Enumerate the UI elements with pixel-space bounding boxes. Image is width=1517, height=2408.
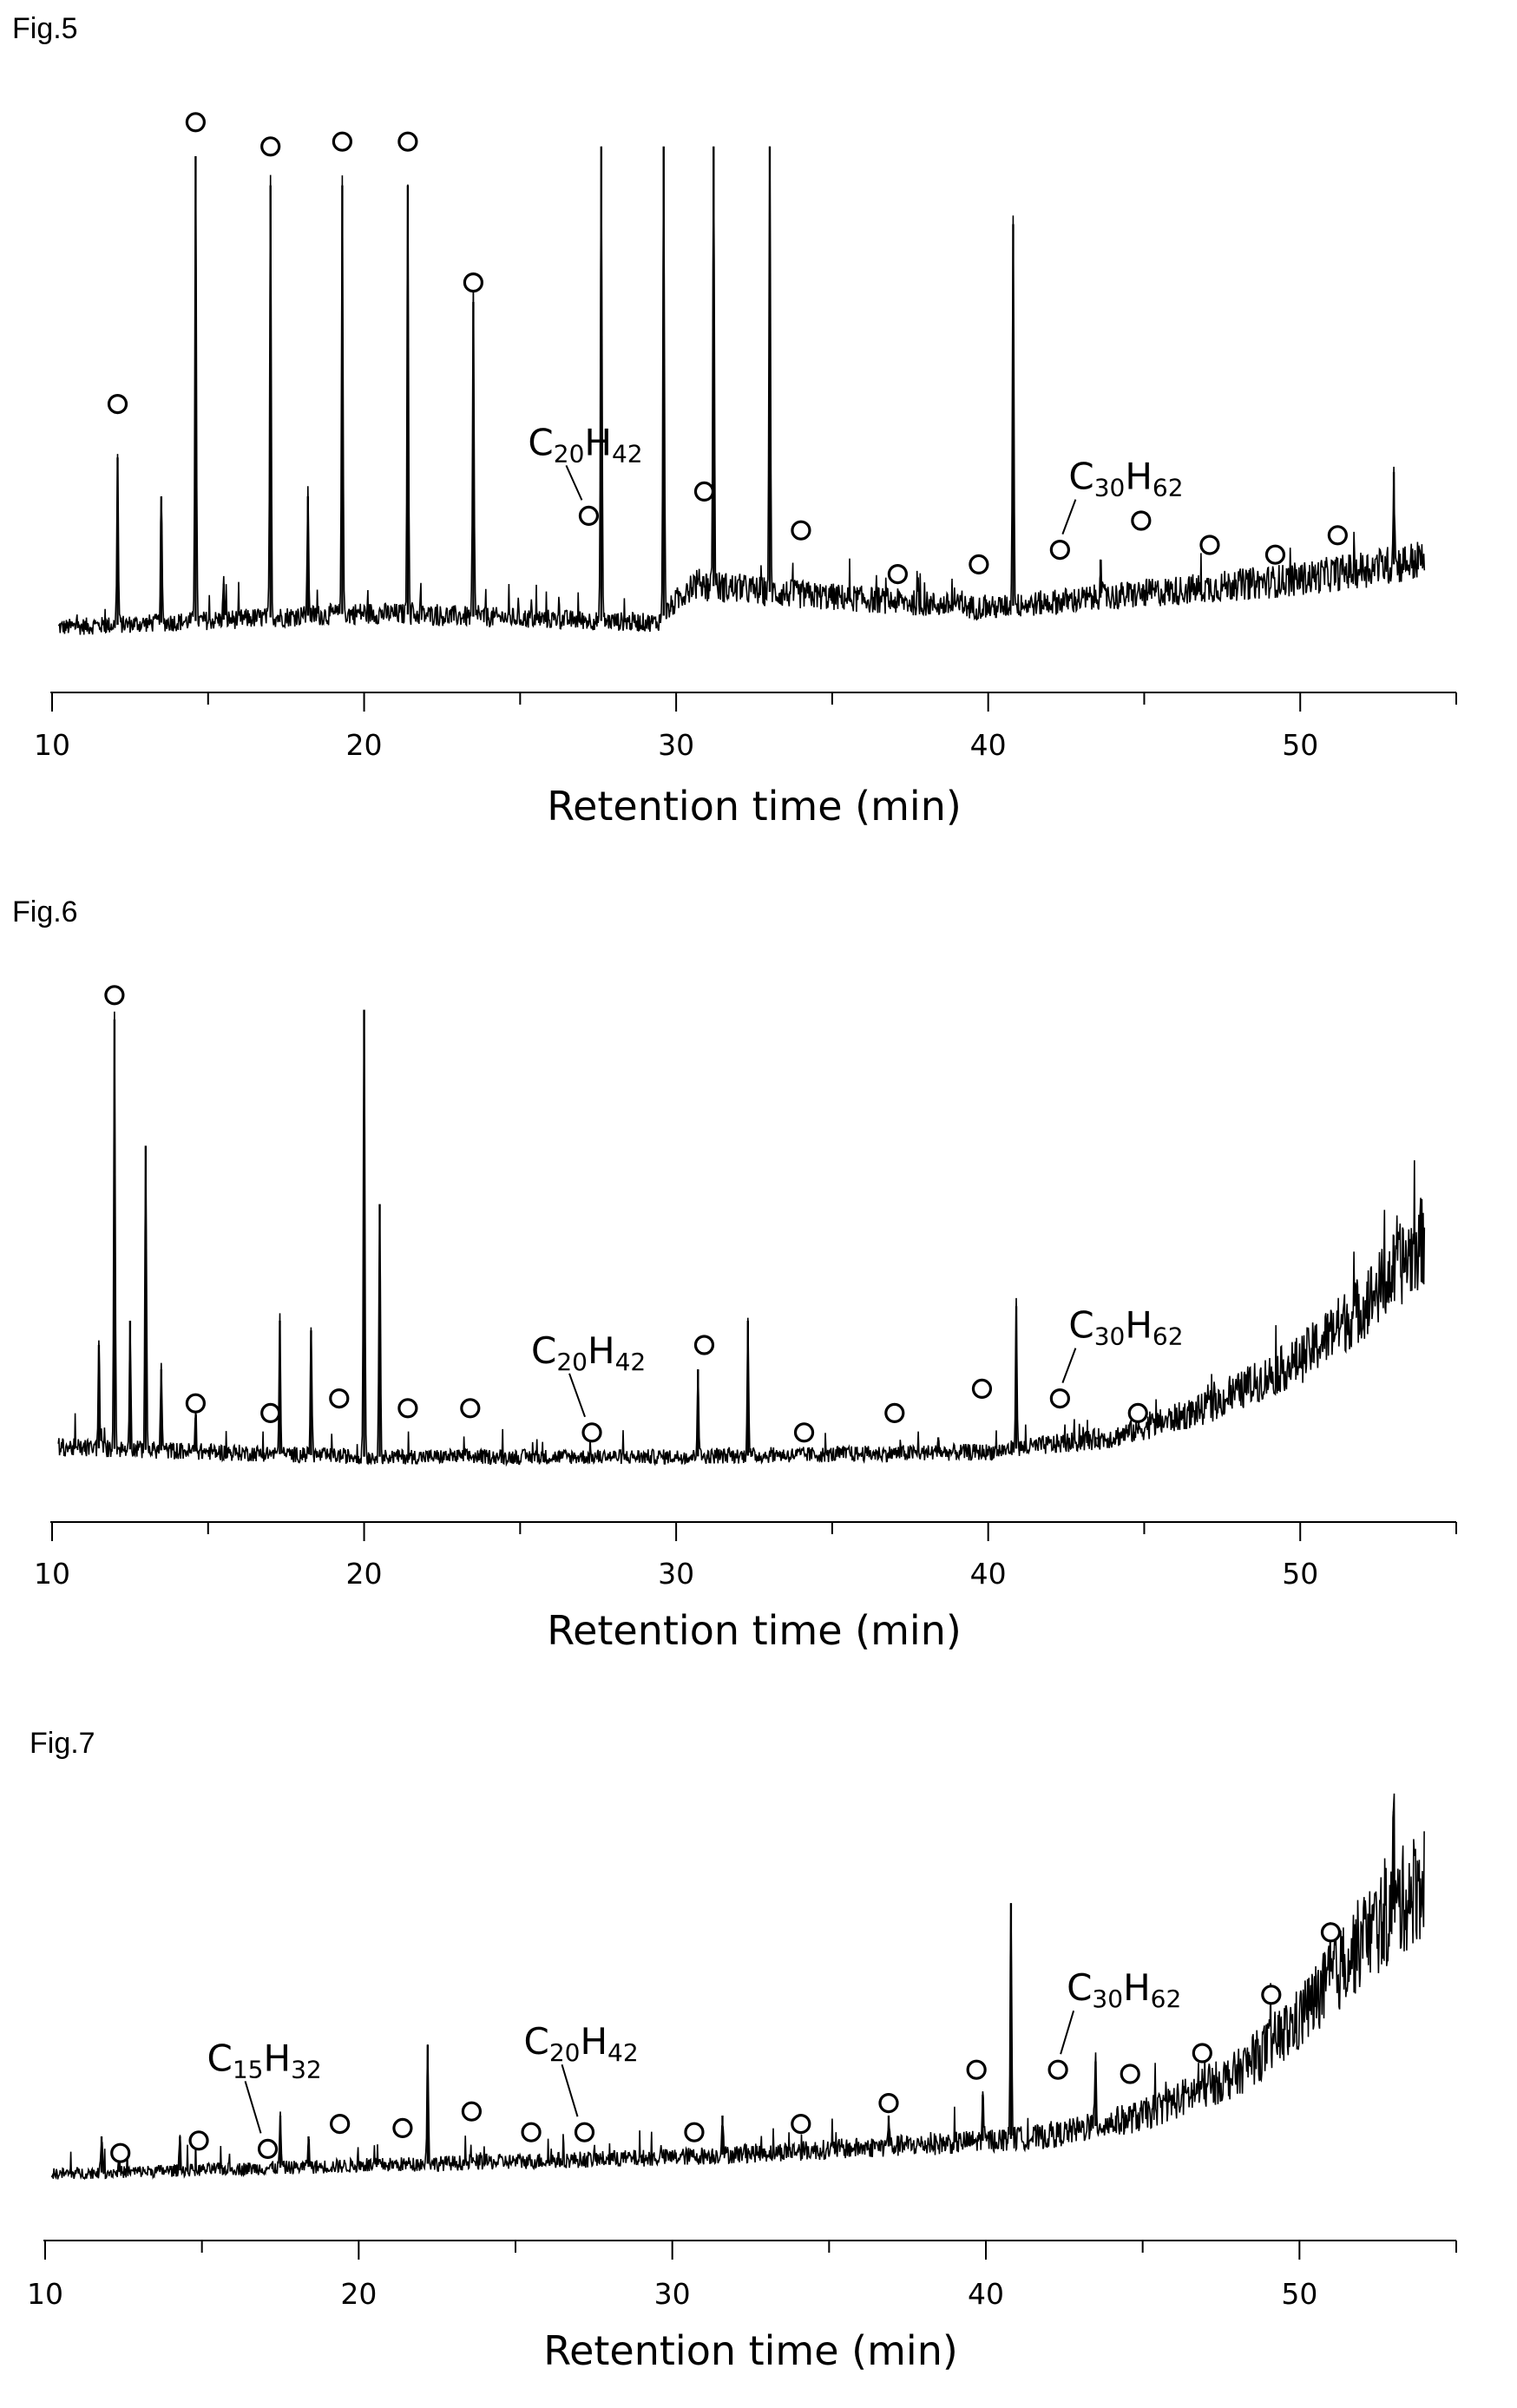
label-leader-line — [561, 2064, 579, 2117]
alkane-marker — [693, 1335, 715, 1355]
x-tick-label: 20 — [346, 1557, 383, 1591]
compound-label: C30H62 — [1067, 1966, 1181, 2013]
x-axis-title: Retention time (min) — [547, 1607, 962, 1654]
alkane-marker — [397, 131, 418, 152]
x-tick-label: 50 — [1281, 2277, 1317, 2311]
compound-label: C20H42 — [523, 2020, 638, 2067]
figure-label: Fig.7 — [30, 1727, 95, 1760]
alkane-marker — [460, 1398, 481, 1419]
alkane-marker — [260, 1402, 281, 1424]
x-tick-label: 30 — [658, 728, 694, 762]
alkane-marker — [257, 2138, 279, 2159]
alkane-marker — [110, 2142, 131, 2163]
alkane-marker — [392, 2117, 413, 2138]
alkane-marker — [104, 985, 125, 1006]
chromatogram-trace — [57, 1011, 1426, 1467]
alkane-marker — [969, 554, 989, 575]
x-tick-label: 40 — [968, 2277, 1004, 2311]
compound-label: C20H42 — [531, 1329, 646, 1376]
alkane-marker — [793, 1422, 815, 1443]
alkane-marker — [684, 2122, 705, 2142]
x-axis-title: Retention time (min) — [547, 783, 962, 830]
figure-label: Fig.5 — [12, 12, 78, 45]
alkane-marker — [878, 2093, 899, 2114]
alkane-marker — [1320, 1922, 1342, 1943]
alkane-marker — [884, 1402, 905, 1424]
label-leader-line — [1061, 1348, 1077, 1383]
alkane-marker — [107, 394, 128, 415]
alkane-marker — [971, 1378, 993, 1400]
x-axis-title: Retention time (min) — [543, 2327, 958, 2374]
alkane-marker — [791, 2114, 811, 2135]
alkane-marker — [188, 2130, 209, 2151]
alkane-marker — [578, 505, 600, 527]
chromatogram-fig7: 10 20 30 40 50 Retention time (min) C15H32 C20H… — [27, 1793, 1457, 2374]
alkane-marker — [329, 1388, 350, 1409]
alkane-marker — [574, 2122, 595, 2142]
alkane-marker — [1049, 539, 1070, 561]
label-leader-line — [568, 1373, 586, 1418]
alkane-marker — [1131, 510, 1152, 531]
alkane-marker — [1261, 1985, 1282, 2005]
chromatogram-trace — [50, 1793, 1425, 2181]
figure-label: Fig.6 — [12, 896, 78, 928]
label-leader-line — [1061, 499, 1077, 535]
alkane-marker — [461, 2101, 483, 2122]
alkane-marker — [397, 1398, 418, 1419]
alkane-marker — [1264, 544, 1286, 565]
alkane-marker — [1120, 2064, 1140, 2084]
label-leader-line — [565, 464, 583, 501]
alkane-marker — [260, 136, 281, 157]
x-tick-label: 30 — [658, 1557, 694, 1591]
alkane-marker — [330, 2114, 351, 2135]
alkane-marker — [966, 2059, 987, 2080]
x-tick-label: 40 — [970, 1557, 1007, 1591]
alkane-marker — [693, 481, 715, 502]
alkane-marker — [1047, 2059, 1068, 2080]
compound-label: C30H62 — [1068, 456, 1183, 502]
alkane-marker — [521, 2122, 542, 2142]
alkane-marker — [185, 1393, 206, 1414]
x-tick-label: 10 — [27, 2277, 63, 2311]
label-leader-line — [244, 2081, 262, 2134]
alkane-marker — [463, 272, 484, 293]
x-tick-label: 20 — [340, 2277, 377, 2311]
x-tick-label: 30 — [654, 2277, 691, 2311]
compound-label: C20H42 — [528, 421, 642, 468]
x-tick-label: 50 — [1282, 728, 1318, 762]
alkane-marker — [332, 131, 352, 152]
chromatogram-fig6: 10 20 30 40 50 Retention time (min) C20H42 C30H… — [34, 985, 1457, 1654]
alkane-marker — [1127, 1402, 1148, 1424]
chromatogram-fig5: 10 20 30 40 50 Retention time (min) C20H42 C30H… — [34, 112, 1457, 830]
alkane-marker — [185, 112, 206, 133]
alkane-marker — [1327, 525, 1348, 546]
compound-label: C30H62 — [1068, 1304, 1183, 1351]
alkane-marker — [791, 520, 811, 541]
chromatogram-trace — [57, 146, 1426, 635]
compound-label: C15H32 — [207, 2037, 322, 2083]
alkane-marker — [581, 1422, 602, 1443]
x-tick-label: 40 — [970, 728, 1007, 762]
alkane-marker — [1192, 2043, 1212, 2064]
x-tick-label: 50 — [1282, 1557, 1318, 1591]
label-leader-line — [1060, 2010, 1075, 2055]
x-tick-label: 10 — [34, 728, 70, 762]
alkane-marker — [1199, 535, 1220, 555]
x-tick-label: 10 — [34, 1557, 70, 1591]
x-tick-label: 20 — [346, 728, 383, 762]
alkane-marker — [887, 563, 908, 585]
alkane-marker — [1049, 1388, 1070, 1409]
